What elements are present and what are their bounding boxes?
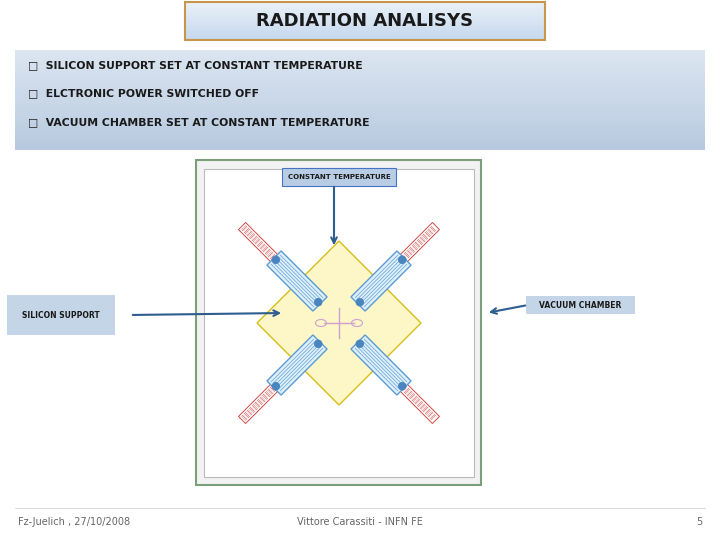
- FancyBboxPatch shape: [185, 4, 545, 6]
- FancyBboxPatch shape: [185, 21, 545, 22]
- FancyBboxPatch shape: [15, 90, 705, 93]
- Polygon shape: [351, 335, 411, 395]
- Text: 5: 5: [696, 517, 702, 527]
- Circle shape: [272, 383, 279, 390]
- FancyBboxPatch shape: [15, 113, 705, 117]
- FancyBboxPatch shape: [15, 100, 705, 103]
- FancyBboxPatch shape: [185, 14, 545, 15]
- Text: □  ELCTRONIC POWER SWITCHED OFF: □ ELCTRONIC POWER SWITCHED OFF: [28, 88, 259, 98]
- FancyBboxPatch shape: [282, 168, 396, 186]
- FancyBboxPatch shape: [15, 117, 705, 120]
- FancyBboxPatch shape: [15, 83, 705, 86]
- FancyBboxPatch shape: [526, 296, 635, 314]
- FancyBboxPatch shape: [185, 30, 545, 31]
- FancyBboxPatch shape: [15, 73, 705, 77]
- Polygon shape: [351, 251, 411, 311]
- FancyBboxPatch shape: [185, 33, 545, 35]
- Circle shape: [399, 383, 405, 390]
- Text: RADIATION ANALISYS: RADIATION ANALISYS: [256, 12, 474, 30]
- FancyBboxPatch shape: [15, 123, 705, 127]
- FancyBboxPatch shape: [15, 80, 705, 83]
- FancyBboxPatch shape: [15, 103, 705, 107]
- Polygon shape: [267, 251, 327, 311]
- FancyBboxPatch shape: [185, 39, 545, 40]
- FancyBboxPatch shape: [185, 37, 545, 39]
- FancyBboxPatch shape: [185, 12, 545, 14]
- FancyBboxPatch shape: [15, 143, 705, 147]
- FancyBboxPatch shape: [15, 133, 705, 137]
- FancyBboxPatch shape: [15, 147, 705, 150]
- FancyBboxPatch shape: [15, 53, 705, 57]
- Text: SILICON SUPPORT: SILICON SUPPORT: [22, 310, 100, 320]
- FancyBboxPatch shape: [185, 31, 545, 32]
- FancyBboxPatch shape: [15, 130, 705, 133]
- FancyBboxPatch shape: [15, 107, 705, 110]
- FancyBboxPatch shape: [15, 140, 705, 143]
- FancyBboxPatch shape: [185, 6, 545, 7]
- FancyBboxPatch shape: [185, 17, 545, 18]
- FancyBboxPatch shape: [185, 29, 545, 30]
- FancyBboxPatch shape: [185, 7, 545, 8]
- FancyBboxPatch shape: [15, 63, 705, 66]
- Circle shape: [356, 299, 364, 306]
- FancyBboxPatch shape: [15, 57, 705, 60]
- Circle shape: [399, 256, 405, 264]
- FancyBboxPatch shape: [185, 35, 545, 36]
- FancyBboxPatch shape: [185, 16, 545, 17]
- FancyBboxPatch shape: [15, 60, 705, 63]
- FancyBboxPatch shape: [185, 20, 545, 21]
- Circle shape: [315, 340, 322, 347]
- FancyBboxPatch shape: [185, 10, 545, 11]
- Circle shape: [356, 340, 364, 347]
- FancyBboxPatch shape: [15, 70, 705, 73]
- Text: □  SILICON SUPPORT SET AT CONSTANT TEMPERATURE: □ SILICON SUPPORT SET AT CONSTANT TEMPER…: [28, 60, 363, 70]
- FancyBboxPatch shape: [185, 26, 545, 28]
- FancyBboxPatch shape: [185, 28, 545, 29]
- FancyBboxPatch shape: [15, 127, 705, 130]
- Circle shape: [272, 256, 279, 264]
- FancyBboxPatch shape: [15, 93, 705, 97]
- FancyBboxPatch shape: [15, 66, 705, 70]
- FancyBboxPatch shape: [204, 169, 474, 477]
- FancyBboxPatch shape: [196, 160, 481, 485]
- Text: CONSTANT TEMPERATURE: CONSTANT TEMPERATURE: [287, 174, 390, 180]
- FancyBboxPatch shape: [15, 77, 705, 80]
- Polygon shape: [267, 335, 327, 395]
- FancyBboxPatch shape: [15, 50, 705, 53]
- FancyBboxPatch shape: [185, 3, 545, 4]
- Text: □  VACUUM CHAMBER SET AT CONSTANT TEMPERATURE: □ VACUUM CHAMBER SET AT CONSTANT TEMPERA…: [28, 117, 369, 127]
- FancyBboxPatch shape: [15, 137, 705, 140]
- FancyBboxPatch shape: [185, 24, 545, 25]
- FancyBboxPatch shape: [15, 110, 705, 113]
- FancyBboxPatch shape: [15, 86, 705, 90]
- FancyBboxPatch shape: [15, 120, 705, 123]
- FancyBboxPatch shape: [185, 11, 545, 12]
- Circle shape: [315, 299, 322, 306]
- FancyBboxPatch shape: [185, 25, 545, 26]
- Text: Fz-Juelich , 27/10/2008: Fz-Juelich , 27/10/2008: [18, 517, 130, 527]
- FancyBboxPatch shape: [185, 18, 545, 20]
- FancyBboxPatch shape: [185, 22, 545, 24]
- Text: Vittore Carassiti - INFN FE: Vittore Carassiti - INFN FE: [297, 517, 423, 527]
- FancyBboxPatch shape: [185, 8, 545, 10]
- Text: VACUUM CHAMBER: VACUUM CHAMBER: [539, 300, 621, 309]
- FancyBboxPatch shape: [185, 32, 545, 33]
- FancyBboxPatch shape: [185, 2, 545, 3]
- Polygon shape: [257, 241, 421, 405]
- FancyBboxPatch shape: [185, 15, 545, 16]
- FancyBboxPatch shape: [15, 97, 705, 100]
- FancyBboxPatch shape: [185, 36, 545, 37]
